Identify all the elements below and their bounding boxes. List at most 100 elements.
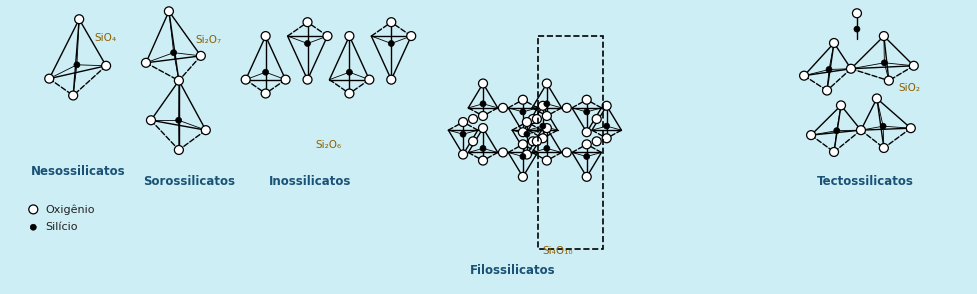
Text: Si₄O₁₀: Si₄O₁₀ [543,246,573,256]
Text: Silício: Silício [45,222,78,232]
Circle shape [519,140,528,149]
Circle shape [538,134,547,143]
Circle shape [836,101,845,110]
Text: Nesossilicatos: Nesossilicatos [31,165,126,178]
Circle shape [479,156,488,165]
Circle shape [602,101,612,110]
Circle shape [879,143,888,153]
Circle shape [563,148,572,157]
Circle shape [102,61,110,70]
Circle shape [540,123,546,129]
Circle shape [826,66,832,72]
Text: SiO₄: SiO₄ [94,33,116,43]
Circle shape [907,124,915,133]
Circle shape [480,101,486,107]
Circle shape [364,75,374,84]
Circle shape [602,134,612,143]
Text: Si₂O₇: Si₂O₇ [195,35,222,45]
Circle shape [469,115,478,123]
Circle shape [829,148,838,156]
Circle shape [176,117,182,123]
Circle shape [201,126,210,135]
Text: Oxigênio: Oxigênio [45,204,95,215]
Circle shape [520,153,526,160]
Circle shape [175,146,184,154]
Circle shape [846,64,856,73]
Circle shape [458,150,468,159]
Text: Filossilicatos: Filossilicatos [470,264,556,277]
Circle shape [388,41,395,46]
Text: Inossilicatos: Inossilicatos [269,175,351,188]
Circle shape [480,146,486,151]
Circle shape [498,148,507,157]
Circle shape [175,76,184,85]
Circle shape [406,31,415,41]
Circle shape [281,75,290,84]
Circle shape [524,131,530,137]
Circle shape [458,118,468,126]
Circle shape [460,131,466,137]
Circle shape [479,124,488,133]
Circle shape [519,128,528,137]
Circle shape [880,123,886,129]
Circle shape [582,128,591,137]
Circle shape [30,224,36,230]
Circle shape [544,101,550,107]
Circle shape [68,91,77,100]
Circle shape [164,7,173,16]
Circle shape [881,60,887,66]
Circle shape [592,115,601,123]
Circle shape [532,115,541,123]
Circle shape [345,89,354,98]
Circle shape [910,61,918,70]
Circle shape [529,137,537,146]
Circle shape [829,39,838,47]
Circle shape [498,103,507,112]
Circle shape [544,146,550,151]
Circle shape [74,15,84,24]
Circle shape [387,18,396,27]
Circle shape [171,50,177,56]
Circle shape [347,69,353,75]
Circle shape [387,75,396,84]
Circle shape [519,172,528,181]
Circle shape [857,126,866,135]
Bar [538,36,603,249]
Circle shape [799,71,809,80]
Circle shape [142,58,150,67]
Text: Tectossilicatos: Tectossilicatos [817,175,913,188]
Circle shape [196,51,205,60]
Circle shape [263,69,269,75]
Circle shape [261,31,270,41]
Circle shape [519,95,528,104]
Circle shape [532,137,541,146]
Circle shape [542,124,551,133]
Circle shape [833,128,840,134]
Circle shape [592,137,601,146]
Circle shape [853,9,862,18]
Circle shape [303,18,312,27]
Text: SiO₂: SiO₂ [899,83,921,93]
Circle shape [807,131,816,140]
Circle shape [305,41,311,46]
Circle shape [582,140,591,149]
Circle shape [542,79,551,88]
Circle shape [303,75,312,84]
Text: Si₂O₆: Si₂O₆ [316,140,342,150]
Circle shape [520,109,526,115]
Circle shape [74,62,80,68]
Circle shape [854,26,860,32]
Circle shape [28,205,38,214]
Circle shape [479,79,488,88]
Circle shape [542,156,551,165]
Circle shape [583,109,590,115]
Circle shape [583,153,590,160]
Circle shape [872,94,881,103]
Circle shape [823,86,831,95]
Circle shape [563,103,572,112]
Text: Sorossilicatos: Sorossilicatos [143,175,235,188]
Circle shape [45,74,54,83]
Circle shape [147,116,155,125]
Circle shape [241,75,250,84]
Circle shape [523,150,531,159]
